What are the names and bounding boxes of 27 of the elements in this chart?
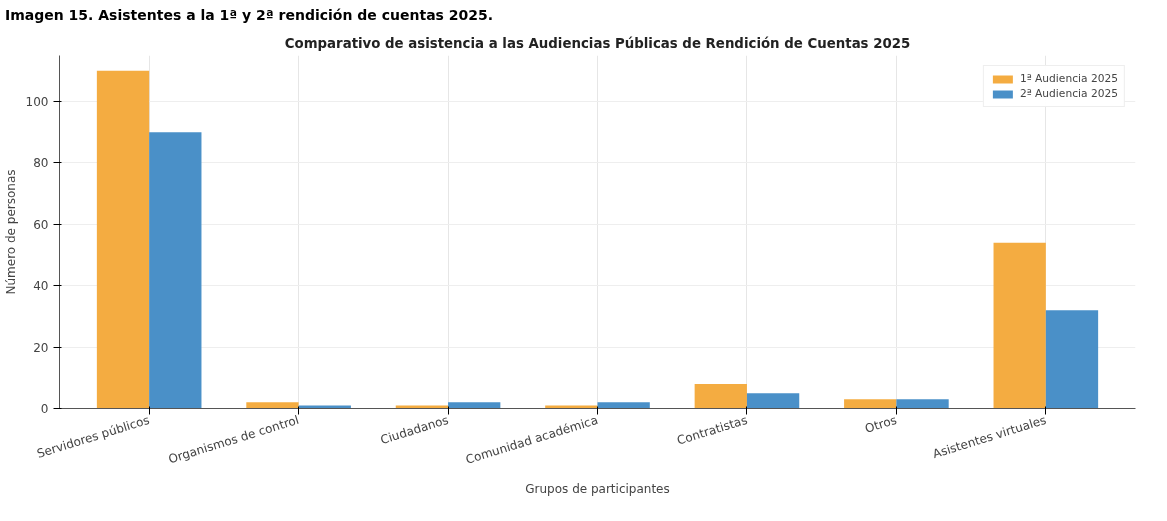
y-tick-label: 0 [40, 402, 49, 416]
bar [545, 405, 598, 409]
bar [694, 383, 747, 409]
bar [448, 402, 501, 409]
bar [844, 399, 897, 409]
bar [597, 402, 650, 409]
x-axis-title: Grupos de participantes [525, 481, 670, 496]
legend-label: 1ª Audiencia 2025 [1019, 72, 1118, 85]
text: Imagen 15. Asistentes a la 1ª y 2ª rendición de cuentas 2025. [5, 6, 494, 25]
bar [896, 399, 949, 409]
bar [96, 70, 150, 409]
bar [395, 405, 449, 409]
y-tick-label: 80 [33, 156, 49, 171]
y-tick-label: 100 [25, 95, 49, 110]
y-axis-title: Número de personas [3, 169, 18, 295]
y-tick-label: 60 [33, 217, 49, 232]
bar [298, 405, 351, 409]
legend-label: 2ª Audiencia 2025 [1019, 87, 1118, 100]
bar [149, 132, 202, 409]
bar [993, 242, 1046, 409]
bar [746, 393, 800, 409]
x-tick-label: Otros [863, 412, 899, 436]
chart-title: Comparativo de asistencia a las Audiencias Públicas de Rendición de Cuentas 2025 [284, 35, 911, 51]
y-tick-label: 20 [33, 340, 49, 355]
bar [246, 402, 299, 409]
bar [1045, 310, 1099, 409]
y-tick-label: 40 [33, 279, 49, 294]
